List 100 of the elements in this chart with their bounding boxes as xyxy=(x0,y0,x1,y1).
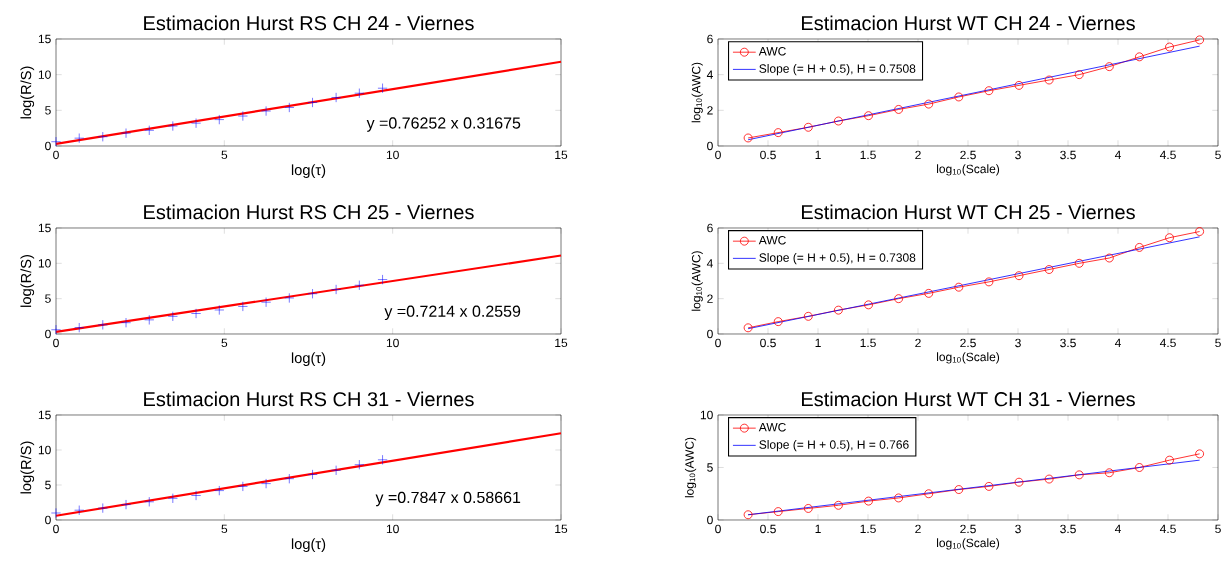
x-tick-label: 1.5 xyxy=(860,524,876,534)
point xyxy=(984,482,994,491)
point xyxy=(237,301,248,312)
y-tick-label: 10 xyxy=(38,70,51,79)
x-tick-label: 5 xyxy=(221,524,228,534)
legend-label: AWC xyxy=(758,235,786,245)
x-tick-label: 0 xyxy=(53,524,59,534)
y-tick-label: 5 xyxy=(45,106,51,115)
x-tick-label: 2 xyxy=(915,338,921,348)
point xyxy=(864,496,873,506)
point xyxy=(1195,449,1205,459)
x-axis-title: log$_{10}$(Scale) xyxy=(937,352,1000,364)
y-tick-label: 5 xyxy=(45,480,51,490)
point xyxy=(1014,271,1024,281)
y-tick-label: 5 xyxy=(707,463,713,472)
point xyxy=(1165,233,1174,243)
x-tick-label: 2 xyxy=(915,524,921,534)
point xyxy=(191,118,201,129)
point xyxy=(1044,474,1054,484)
x-tick-label: 4 xyxy=(1114,150,1121,159)
point xyxy=(167,493,178,504)
point xyxy=(954,485,964,494)
point xyxy=(924,489,934,499)
y-tick-label: 10 xyxy=(38,445,51,455)
x-tick-label: 5 xyxy=(1215,150,1221,160)
point xyxy=(954,92,964,102)
point xyxy=(803,504,813,513)
y-tick-label: 10 xyxy=(38,259,51,268)
point xyxy=(864,300,873,310)
point xyxy=(1135,463,1144,472)
point xyxy=(331,465,342,476)
x-tick-label: 2.5 xyxy=(960,338,976,348)
y-axis-title: log(R/S) xyxy=(20,441,35,494)
point xyxy=(924,288,934,298)
point xyxy=(1195,35,1205,45)
point xyxy=(377,454,388,465)
y-axis-title: log$_{10}$(AWC) xyxy=(691,62,703,123)
point xyxy=(74,133,85,144)
x-tick-label: 3 xyxy=(1015,338,1021,348)
point xyxy=(331,284,342,295)
point xyxy=(97,131,108,142)
y-tick-label: 6 xyxy=(707,223,713,233)
point xyxy=(97,503,108,514)
x-tick-label: 3.5 xyxy=(1060,150,1076,160)
point xyxy=(954,282,964,292)
x-tick-label: 1 xyxy=(815,338,821,347)
legend-label: Slope (= H + 0.5), H = 0.7308 xyxy=(759,253,916,265)
x-tick-label: 4.5 xyxy=(1159,338,1176,348)
point xyxy=(121,499,131,510)
y-tick-label: 0 xyxy=(707,141,713,151)
x-tick-label: 1 xyxy=(815,524,821,533)
point xyxy=(834,305,843,315)
y-tick-label: 0 xyxy=(45,141,51,151)
point xyxy=(261,106,272,116)
y-tick-label: 0 xyxy=(707,515,713,525)
x-tick-label: 10 xyxy=(386,524,399,534)
point xyxy=(237,481,248,492)
point xyxy=(261,297,272,308)
point xyxy=(307,288,318,299)
y-tick-label: 4 xyxy=(706,259,713,268)
annotation: y =0.7847 x 0.58661 xyxy=(375,491,521,507)
point xyxy=(1135,52,1144,62)
x-tick-label: 10 xyxy=(386,338,399,348)
point xyxy=(74,505,85,516)
x-tick-label: 4 xyxy=(1114,338,1121,347)
chart-title: Estimacion Hurst WT CH 31 - Viernes xyxy=(802,391,1135,407)
chart-title: Estimacion Hurst WT CH 24 - Viernes xyxy=(802,15,1135,31)
point xyxy=(803,311,813,321)
point xyxy=(894,105,904,114)
y-axis-title: log(R/S) xyxy=(20,255,35,307)
x-axis-title: log(τ) xyxy=(291,164,326,179)
x-tick-label: 0 xyxy=(53,150,59,160)
point xyxy=(144,314,155,325)
point xyxy=(743,323,753,333)
x-tick-label: 0.5 xyxy=(760,524,776,534)
point xyxy=(1074,258,1084,268)
y-tick-label: 2 xyxy=(707,294,713,303)
point xyxy=(51,508,61,518)
legend-label: AWC xyxy=(758,47,786,56)
point xyxy=(1044,265,1054,274)
x-tick-label: 3 xyxy=(1015,150,1021,160)
x-tick-label: 2.5 xyxy=(960,150,976,160)
y-tick-label: 4 xyxy=(706,70,713,79)
x-tick-label: 0 xyxy=(53,338,59,348)
y-tick-label: 0 xyxy=(45,515,51,525)
x-tick-label: 15 xyxy=(555,524,568,534)
point xyxy=(984,86,994,96)
y-tick-label: 15 xyxy=(38,34,51,44)
point xyxy=(214,305,225,315)
x-tick-label: 4.5 xyxy=(1159,150,1176,160)
x-tick-label: 15 xyxy=(555,338,568,348)
y-tick-label: 6 xyxy=(707,34,713,44)
point xyxy=(121,128,131,139)
y-tick-label: 15 xyxy=(38,410,51,420)
point xyxy=(894,294,904,304)
x-tick-label: 10 xyxy=(386,150,399,160)
point xyxy=(237,111,248,121)
point xyxy=(1014,477,1024,487)
legend-label: Slope (= H + 0.5), H = 0.7508 xyxy=(759,64,916,76)
point xyxy=(864,111,873,121)
